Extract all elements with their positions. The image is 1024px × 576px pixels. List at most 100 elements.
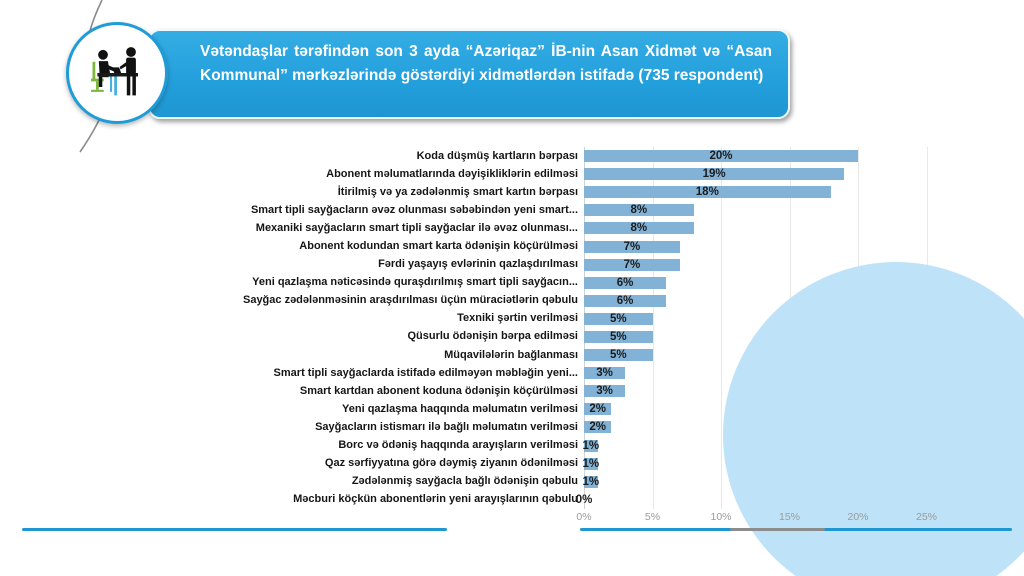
- bar-zone: 0%: [576, 494, 1024, 506]
- bar: [584, 168, 845, 181]
- bar-zone: 8%: [584, 222, 1024, 235]
- value-label: 5%: [609, 312, 627, 325]
- bar-zone: 5%: [584, 330, 1024, 343]
- x-tick-label: 0%: [576, 511, 592, 523]
- service-desk-icon: [91, 47, 138, 96]
- bar-zone: 8%: [584, 204, 1024, 217]
- bar-zone: 19%: [584, 168, 1024, 181]
- chart-row: Fərdi yaşayış evlərinin qazlaşdırılması 7…: [0, 256, 1024, 274]
- bar: [584, 475, 598, 488]
- bar: [584, 204, 694, 217]
- header-banner: [148, 29, 790, 119]
- bar: [584, 367, 626, 380]
- bar-zone: 20%: [584, 150, 1024, 163]
- category-label: Smart kartdan abonent koduna ödənişin kö…: [299, 384, 578, 397]
- value-label: 6%: [616, 294, 634, 307]
- value-label: 2%: [589, 403, 606, 416]
- bar: [584, 276, 667, 289]
- decorative-pale-circle: [723, 262, 1024, 576]
- bar: [584, 421, 612, 434]
- bar: [584, 240, 680, 253]
- category-label: Zədələnmiş sayğacla bağlı ödənişin qəbul…: [351, 475, 578, 488]
- bar: [584, 186, 831, 199]
- value-label: 3%: [596, 385, 613, 398]
- chart-row: Müqavilələrin bağlanması 5%: [0, 346, 1024, 364]
- category-label: Borc və ödəniş haqqında arayışların veri…: [338, 439, 578, 452]
- chart-row: Zədələnmiş sayğacla bağlı ödənişin qəbul…: [0, 473, 1024, 491]
- category-label: Smart tipli sayğaclarda istifadə edilməy…: [273, 366, 578, 379]
- value-label: 19%: [702, 168, 726, 181]
- value-label: 5%: [609, 349, 627, 362]
- bar-zone: 1%: [582, 457, 1024, 470]
- value-label: 2%: [589, 421, 606, 434]
- bar-zone: 2%: [584, 403, 1024, 416]
- bar: [584, 349, 653, 362]
- value-label: 3%: [596, 367, 613, 380]
- bar: [584, 294, 667, 307]
- bar-zone: 6%: [584, 294, 1024, 307]
- value-label: 6%: [616, 276, 634, 289]
- bar-zone: 3%: [584, 385, 1024, 398]
- bar: [584, 457, 598, 470]
- chart-row: Borc və ödəniş haqqında arayışların veri…: [0, 437, 1024, 455]
- category-label: Abonent məlumatlarında dəyişikliklərin e…: [326, 167, 578, 180]
- bar-zone: 2%: [584, 421, 1024, 434]
- chart-row: Abonent məlumatlarında dəyişikliklərin e…: [0, 165, 1024, 183]
- category-label: Mexaniki sayğacların smart tipli sayğacl…: [255, 221, 578, 234]
- bar-zone: 1%: [583, 439, 1024, 452]
- value-label: 18%: [695, 186, 719, 199]
- bar-zone: 6%: [584, 276, 1024, 289]
- slide-title: Vətəndaşlar tərəfindən son 3 ayda “Azəri…: [200, 43, 772, 84]
- bar-zone: 18%: [584, 186, 1024, 199]
- bar-zone: 5%: [584, 312, 1024, 325]
- bottom-line-gray-segment: [730, 528, 825, 531]
- bar: [584, 150, 858, 163]
- header-icon-circle: [66, 22, 168, 124]
- category-label: Texniki şərtin verilməsi: [457, 312, 578, 325]
- value-label: 7%: [623, 258, 641, 271]
- bar: [584, 439, 598, 452]
- bar: [584, 312, 653, 325]
- chart-row: Sayğac zədələnməsinin araşdırılması üçün…: [0, 292, 1024, 310]
- category-label: Qüsurlu ödənişin bərpa edilməsi: [407, 330, 578, 343]
- value-label: 0%: [575, 493, 593, 506]
- chart-row: İtirilmiş və ya zədələnmiş smart kartın …: [0, 183, 1024, 201]
- category-label: Yeni qazlaşma haqqında məlumatın verilmə…: [342, 402, 578, 415]
- gridline: [652, 147, 654, 509]
- bar: [584, 222, 694, 235]
- value-label: 20%: [709, 150, 733, 163]
- category-label: Məcburi köçkün abonentlərin yeni arayışl…: [293, 493, 578, 506]
- bar: [584, 258, 680, 271]
- category-label: Yeni qazlaşma nəticəsində quraşdırılmış …: [252, 276, 578, 289]
- bar-zone: 1%: [583, 475, 1024, 488]
- chart-row: Smart tipli sayğaclarda istifadə edilməy…: [0, 364, 1024, 382]
- chart-row: Qüsurlu ödənişin bərpa edilməsi 5%: [0, 328, 1024, 346]
- category-label: Sayğac zədələnməsinin araşdırılması üçün…: [242, 294, 578, 307]
- bar-zone: 7%: [584, 258, 1024, 271]
- category-label: Abonent kodundan smart karta ödənişin kö…: [299, 240, 578, 253]
- bar-zone: 7%: [584, 240, 1024, 253]
- gridline: [584, 147, 585, 509]
- bar-zone: 3%: [584, 367, 1024, 380]
- chart-row: Koda düşmüş kartların bərpası 20%: [0, 147, 1024, 165]
- category-label: Qaz sərfiyyatına görə dəymiş ziyanın ödə…: [324, 457, 578, 470]
- chart-row: Məcburi köçkün abonentlərin yeni arayışl…: [0, 491, 1024, 509]
- gridline: [721, 147, 722, 509]
- chart-row: Yeni qazlaşma haqqında məlumatın verilmə…: [0, 400, 1024, 418]
- value-label: 1%: [582, 457, 600, 470]
- chart-row: Abonent kodundan smart karta ödənişin kö…: [0, 237, 1024, 255]
- chart-row: Texniki şərtin verilməsi 5%: [0, 310, 1024, 328]
- chart-row: Smart kartdan abonent koduna ödənişin kö…: [0, 382, 1024, 400]
- category-label: İtirilmiş və ya zədələnmiş smart kartın …: [337, 185, 578, 198]
- bar: [584, 403, 612, 416]
- value-label: 5%: [609, 330, 627, 343]
- chart-row: Mexaniki sayğacların smart tipli sayğacl…: [0, 219, 1024, 237]
- x-tick-label: 5%: [644, 511, 661, 523]
- chart-row: Yeni qazlaşma nəticəsində quraşdırılmış …: [0, 274, 1024, 292]
- bottom-line-left: [22, 528, 447, 531]
- value-label: 8%: [630, 222, 648, 235]
- x-tick-label: 10%: [710, 511, 732, 523]
- bar-rows: Koda düşmüş kartların bərpası 20% Abonent …: [0, 147, 1024, 509]
- value-label: 8%: [630, 204, 648, 217]
